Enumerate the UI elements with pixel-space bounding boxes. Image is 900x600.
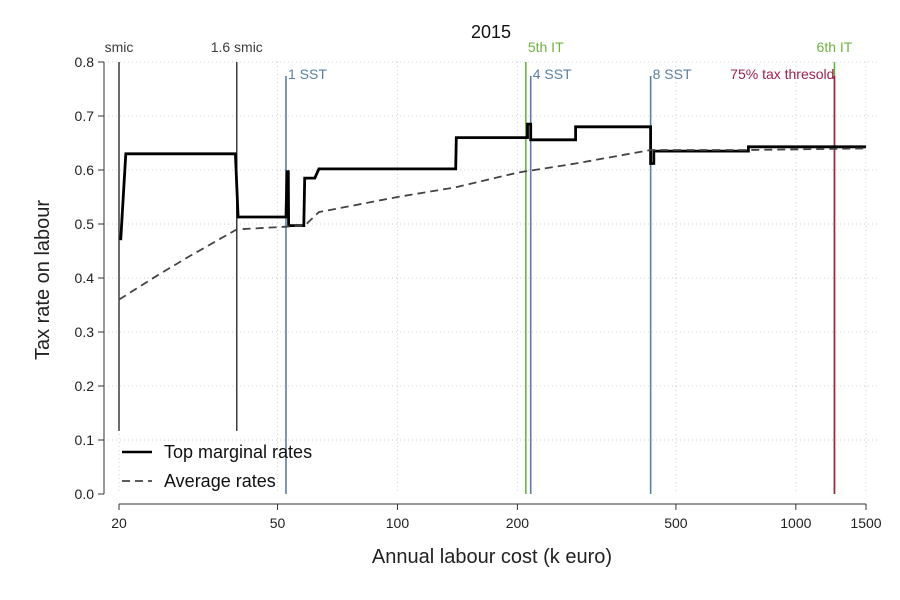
series-line-average-rates <box>118 147 867 301</box>
series-lines <box>118 122 867 301</box>
legend-label-top-marginal: Top marginal rates <box>164 442 312 462</box>
marker-label-6th-it: 6th IT <box>817 39 853 55</box>
y-tick-label: 0.4 <box>75 270 95 286</box>
marker-label-75-tax-thresold: 75% tax thresold <box>730 66 834 82</box>
x-tick-label: 20 <box>111 515 127 531</box>
y-tick-label: 0.6 <box>75 162 95 178</box>
grid-lines <box>108 61 880 494</box>
x-tick-label: 1000 <box>780 515 811 531</box>
marker-label-4-sst: 4 SST <box>533 66 572 82</box>
y-axis-title: Tax rate on labour <box>32 200 54 360</box>
x-axis-title: Annual labour cost (k euro) <box>372 546 612 568</box>
y-tick-label: 0.2 <box>75 378 95 394</box>
x-tick-label: 50 <box>270 515 286 531</box>
x-tick-label: 100 <box>386 515 410 531</box>
x-tick-label: 1500 <box>850 515 881 531</box>
y-tick-label: 0.1 <box>75 432 95 448</box>
legend: Top marginal rates Average rates <box>122 442 312 491</box>
series-line-top-marginal-rates <box>119 122 866 241</box>
y-tick-label: 0.7 <box>75 108 95 124</box>
y-tick-label: 0.5 <box>75 216 95 232</box>
marker-label-5th-it: 5th IT <box>528 39 564 55</box>
x-tick-label: 200 <box>506 515 530 531</box>
threshold-markers: smic 1.6 smic 1 SST 5th IT 4 SST 8 SST 6th IT 7… <box>105 39 853 494</box>
marker-label-1-6-smic: 1.6 smic <box>211 39 263 55</box>
y-tick-label: 0.8 <box>75 54 95 70</box>
x-tick-label: 500 <box>664 515 688 531</box>
y-tick-label: 0.0 <box>75 486 95 502</box>
y-tick-label: 0.3 <box>75 324 95 340</box>
legend-label-average: Average rates <box>164 471 276 491</box>
chart-title: 2015 <box>471 22 511 42</box>
marker-label-smic: smic <box>105 39 134 55</box>
axes: 0.0 0.1 0.2 0.3 0.4 0.5 0.6 0.7 0.8 20 50 100 200 500… <box>75 54 882 531</box>
marker-label-1-sst: 1 SST <box>288 66 327 82</box>
marker-label-8-sst: 8 SST <box>653 66 692 82</box>
